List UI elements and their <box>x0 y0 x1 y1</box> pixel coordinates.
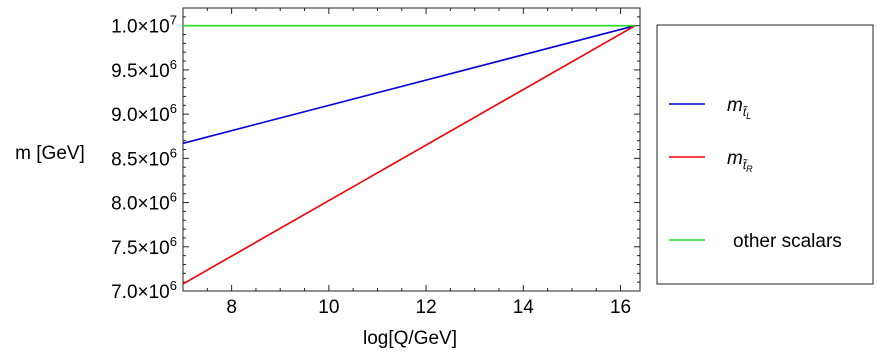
y-axis: 7.0×106 7.5×106 8.0×106 8.5×106 9.0×106 9.5×1… <box>111 13 177 303</box>
y-tick-label: 9.0×106 <box>111 101 177 126</box>
series-line <box>182 24 636 145</box>
x-tick-label: 16 <box>610 297 631 318</box>
y-tick-label: 8.5×106 <box>111 145 177 170</box>
x-tick-label: 8 <box>226 297 237 318</box>
y-tick-label: 7.5×106 <box>111 234 177 259</box>
x-tick-label: 12 <box>416 297 437 318</box>
series-line <box>182 25 636 285</box>
plot-frame <box>182 7 641 292</box>
legend-entry: mt̃R <box>727 148 753 174</box>
legend: mt̃L mt̃R other scalars <box>656 24 874 285</box>
plot-area <box>182 7 641 292</box>
legend-entry: other scalars <box>733 231 842 252</box>
x-tick-label: 14 <box>513 297 535 318</box>
y-axis-label: m [GeV] <box>15 143 85 164</box>
x-axis-label: log[Q/GeV] <box>363 328 457 349</box>
y-tick-label: 9.5×106 <box>111 57 177 82</box>
legend-entry: mt̃L <box>727 95 751 121</box>
y-tick-label: 7.0×106 <box>111 278 177 303</box>
x-axis: 8 10 12 14 16 <box>226 297 631 318</box>
legend-box <box>656 24 874 285</box>
y-tick-label: 8.0×106 <box>111 190 177 215</box>
series-layer <box>182 24 636 285</box>
y-tick-label: 1.0×107 <box>111 13 177 38</box>
x-tick-label: 10 <box>318 297 339 318</box>
